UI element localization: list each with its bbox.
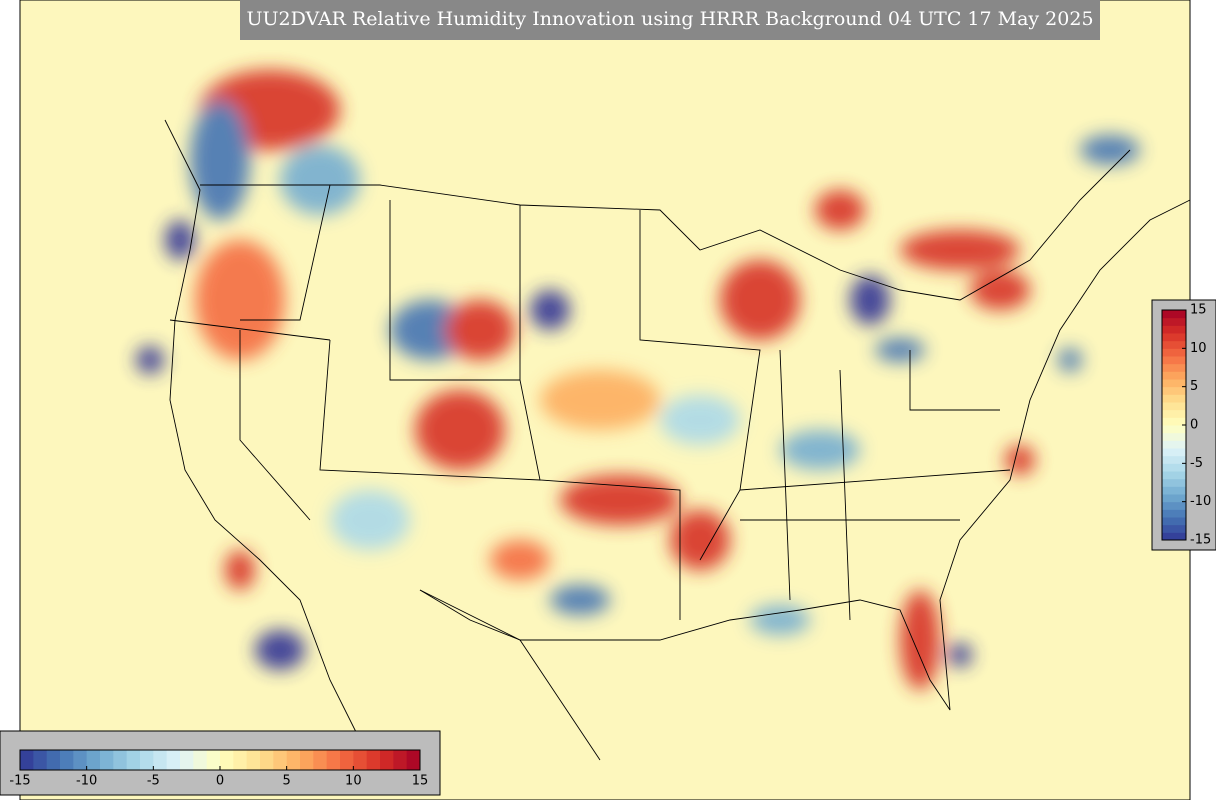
colorbar-swatch	[273, 750, 288, 770]
coastline	[164, 119, 1191, 741]
colorbar-swatch	[1162, 325, 1186, 334]
colorbar-swatch	[340, 750, 354, 770]
colorbar-swatch	[86, 750, 101, 770]
colorbar-swatch	[1162, 501, 1186, 510]
colorbar-tick-label: -15	[9, 774, 30, 789]
colorbar-swatch	[1162, 409, 1186, 418]
colorbar-swatch	[406, 750, 421, 770]
colorbar-swatch	[1162, 425, 1186, 434]
colorbar-tick-label: 5	[1190, 379, 1198, 394]
colorbar-swatch	[113, 750, 128, 770]
map	[19, 0, 1191, 800]
colorbar-swatch	[20, 750, 34, 770]
colorbar-swatch	[1162, 494, 1186, 503]
colorbar-swatch	[193, 750, 208, 770]
colorbar-swatch	[73, 750, 88, 770]
colorbar-swatch	[353, 750, 368, 770]
colorbar-tick-label: 10	[1190, 341, 1207, 356]
innovation-field	[136, 70, 1140, 690]
colorbar-swatch	[206, 750, 221, 770]
colorbar-swatch	[1162, 471, 1186, 480]
colorbar-tick-label: 0	[1190, 418, 1198, 433]
colorbar-tick-label: 0	[216, 774, 224, 789]
colorbar-swatch	[33, 750, 48, 770]
colorbar-swatch	[1162, 432, 1186, 441]
colorbar-swatch	[166, 750, 181, 770]
colorbar-swatch	[1162, 356, 1186, 365]
colorbar-swatch	[140, 750, 154, 770]
borders	[169, 149, 1131, 761]
colorbar-swatch	[393, 750, 408, 770]
colorbar-tick-label: 15	[1190, 303, 1207, 318]
colorbar-swatch	[286, 750, 301, 770]
colorbar-swatch	[180, 750, 194, 770]
colorbar-swatch	[1162, 455, 1186, 464]
colorbar-tick-label: -5	[1190, 456, 1203, 471]
colorbar-swatch	[1162, 386, 1186, 395]
colorbars: -15 -10 -5 0 5 10 15 15 10 5 0 -5 -10 -15	[9, 303, 1211, 789]
colorbar-tick-label: -5	[147, 774, 160, 789]
colorbar-swatch	[1162, 402, 1186, 411]
colorbar-swatch	[1162, 509, 1186, 518]
colorbar-swatch	[1162, 532, 1186, 541]
colorbar-tick-label: 5	[283, 774, 291, 789]
colorbar-swatch	[1162, 371, 1186, 380]
colorbar-swatch	[126, 750, 141, 770]
colorbar-swatch	[46, 750, 61, 770]
map-title: UU2DVAR Relative Humidity Innovation usi…	[246, 8, 1093, 30]
colorbar-swatch	[1162, 333, 1186, 342]
colorbar-swatch	[1162, 440, 1186, 449]
colorbar-swatch	[1162, 310, 1186, 319]
colorbar-swatch	[1162, 317, 1186, 326]
colorbar-tick-label: -10	[76, 774, 97, 789]
colorbar-tick-label: -15	[1190, 533, 1211, 548]
colorbar-swatch	[1162, 448, 1186, 457]
colorbar-swatch	[1162, 417, 1186, 426]
colorbar-swatch	[1162, 517, 1186, 526]
colorbar-tick-label: 10	[345, 774, 362, 789]
colorbar-swatch	[233, 750, 248, 770]
colorbar-swatch	[300, 750, 314, 770]
colorbar-swatch	[1162, 363, 1186, 372]
colorbar-swatch	[1162, 340, 1186, 349]
colorbar-swatch	[246, 750, 261, 770]
colorbar-tick-label: 15	[412, 774, 429, 789]
colorbar-swatch	[220, 750, 234, 770]
colorbar-swatch	[153, 750, 168, 770]
colorbar-tick-label: -10	[1190, 494, 1211, 509]
colorbar-swatch	[1162, 524, 1186, 533]
title-box	[240, 0, 1100, 40]
colorbar-swatch	[366, 750, 381, 770]
colorbar-swatch	[1162, 348, 1186, 357]
colorbar-swatch	[313, 750, 328, 770]
colorbar-swatch	[1162, 478, 1186, 487]
colorbar-swatch	[1162, 379, 1186, 388]
colorbar-swatch	[100, 750, 114, 770]
colorbar-swatch	[1162, 486, 1186, 495]
colorbar-swatch	[380, 750, 394, 770]
colorbar-swatch	[1162, 463, 1186, 472]
colorbar-swatch	[1162, 394, 1186, 403]
colorbar-swatch	[326, 750, 341, 770]
colorbar-swatch	[260, 750, 274, 770]
colorbar-swatch	[60, 750, 74, 770]
